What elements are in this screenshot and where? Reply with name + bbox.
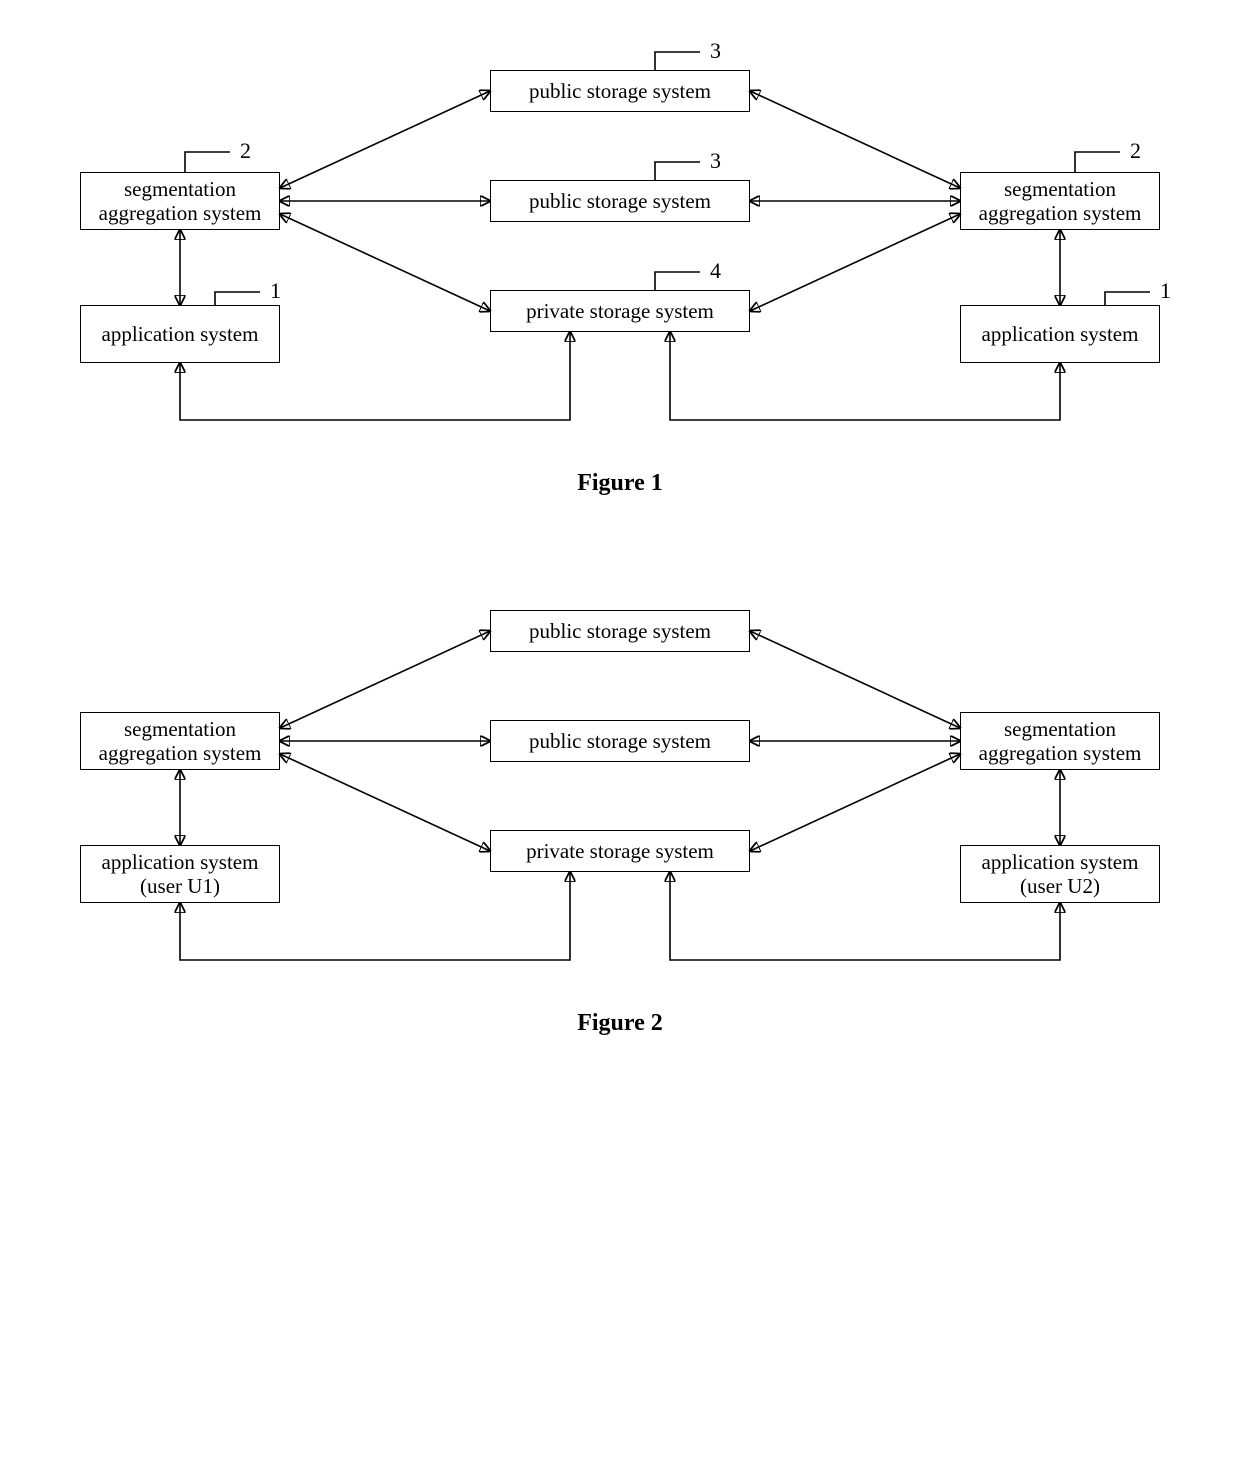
box-label: application system (user U1) xyxy=(91,850,269,898)
public-storage-2: public storage system xyxy=(490,180,750,222)
app-right: application system xyxy=(960,305,1160,363)
box-label: public storage system xyxy=(529,79,711,103)
public-storage-1: public storage system xyxy=(490,70,750,112)
seg-agg-right: segmentation aggregation system xyxy=(960,172,1160,230)
box-label: private storage system xyxy=(526,299,714,323)
figure-1: public storage system public storage sys… xyxy=(40,40,1200,520)
box-label: public storage system xyxy=(529,729,711,753)
box-label: application system xyxy=(102,322,259,346)
box-label: segmentation aggregation system xyxy=(971,177,1149,225)
box-label: segmentation aggregation system xyxy=(91,717,269,765)
figure-1-arrows xyxy=(40,40,1200,520)
ref-3b: 3 xyxy=(710,148,721,174)
app-left: application system xyxy=(80,305,280,363)
box-label: public storage system xyxy=(529,189,711,213)
box-label: private storage system xyxy=(526,839,714,863)
box-label: application system (user U2) xyxy=(971,850,1149,898)
app-left-u1: application system (user U1) xyxy=(80,845,280,903)
ref-3a: 3 xyxy=(710,38,721,64)
box-label: application system xyxy=(982,322,1139,346)
ref-1l: 1 xyxy=(270,278,281,304)
public-storage-2: public storage system xyxy=(490,720,750,762)
figure-2: public storage system public storage sys… xyxy=(40,580,1200,1060)
ref-1r: 1 xyxy=(1160,278,1171,304)
seg-agg-left: segmentation aggregation system xyxy=(80,712,280,770)
private-storage: private storage system xyxy=(490,830,750,872)
public-storage-1: public storage system xyxy=(490,610,750,652)
private-storage: private storage system xyxy=(490,290,750,332)
app-right-u2: application system (user U2) xyxy=(960,845,1160,903)
ref-4: 4 xyxy=(710,258,721,284)
figure-2-arrows xyxy=(40,580,1200,1060)
box-label: segmentation aggregation system xyxy=(91,177,269,225)
ref-2l: 2 xyxy=(240,138,251,164)
box-label: public storage system xyxy=(529,619,711,643)
ref-2r: 2 xyxy=(1130,138,1141,164)
figure-1-caption: Figure 1 xyxy=(40,470,1200,497)
seg-agg-right: segmentation aggregation system xyxy=(960,712,1160,770)
seg-agg-left: segmentation aggregation system xyxy=(80,172,280,230)
figure-2-caption: Figure 2 xyxy=(40,1010,1200,1037)
box-label: segmentation aggregation system xyxy=(971,717,1149,765)
